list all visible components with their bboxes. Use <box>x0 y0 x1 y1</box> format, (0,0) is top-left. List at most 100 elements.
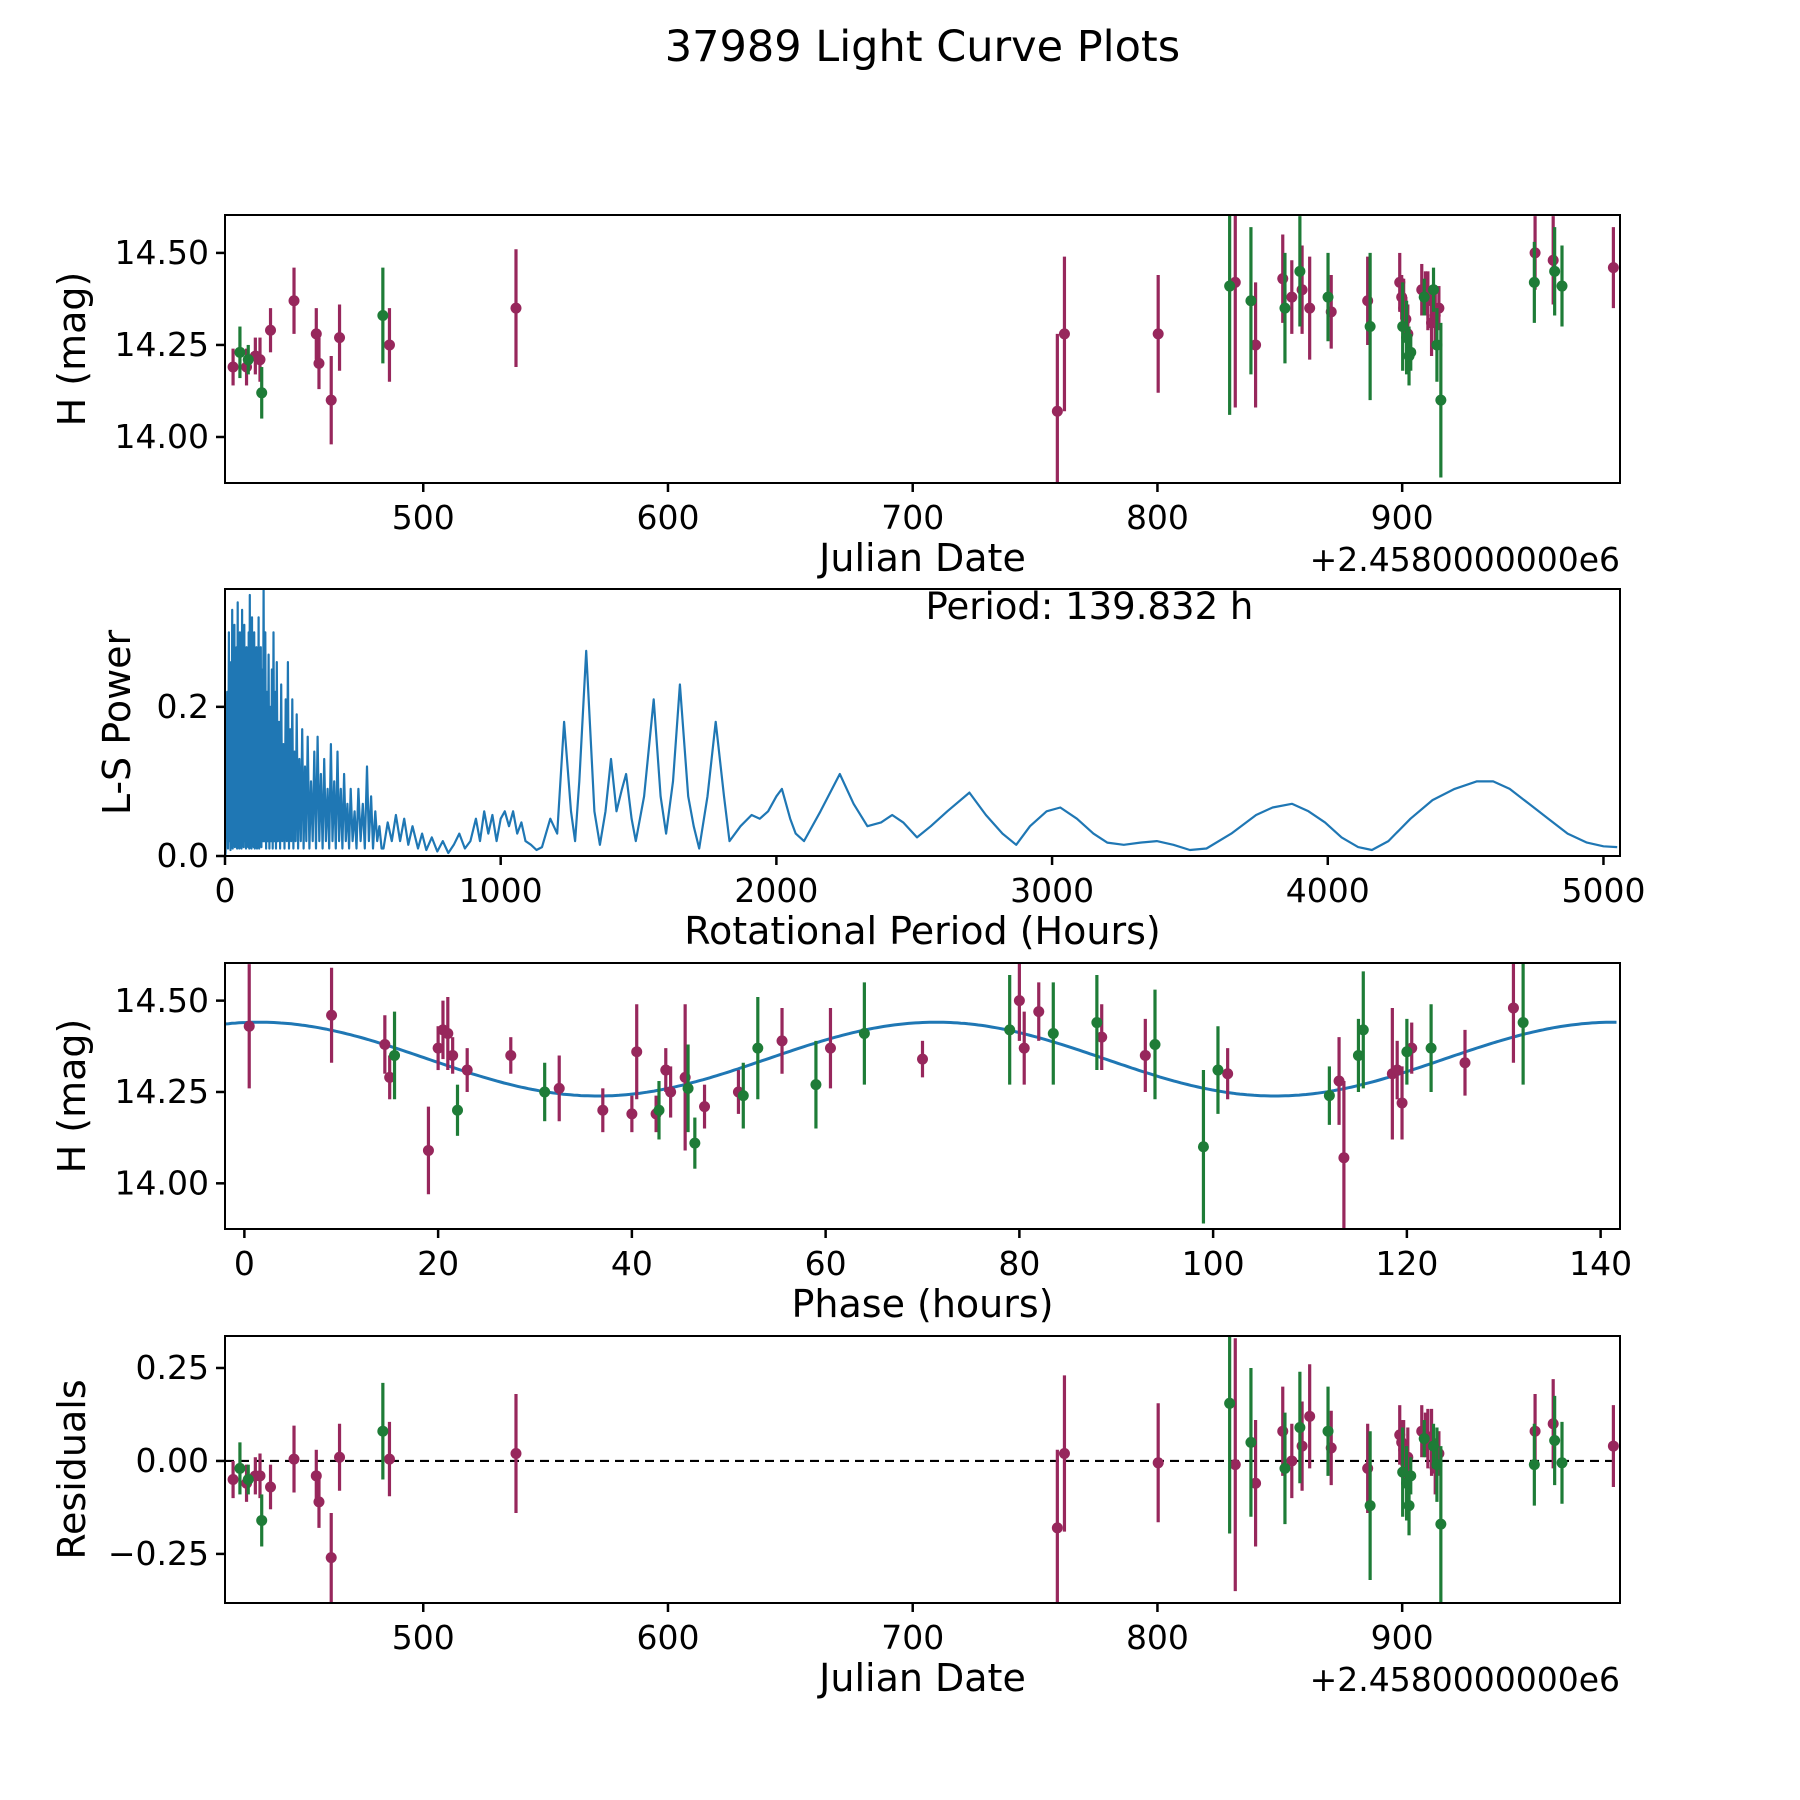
data-point <box>1364 321 1376 333</box>
x-axis-label: Phase (hours) <box>791 1282 1053 1326</box>
periodogram-line <box>225 589 1618 856</box>
x-axis-label: Julian Date <box>817 536 1026 580</box>
period-annotation: Period: 139.832 h <box>926 585 1254 628</box>
data-point <box>665 1086 677 1098</box>
data-point <box>254 1470 266 1482</box>
data-point <box>553 1082 565 1094</box>
x-tick-label: 600 <box>636 1618 699 1657</box>
y-axis-label: H (mag) <box>50 272 94 427</box>
data-point <box>313 357 325 369</box>
data-point <box>1018 1042 1030 1054</box>
x-tick-label: 5000 <box>1561 871 1645 910</box>
data-point <box>326 1009 338 1021</box>
data-point <box>1058 328 1070 340</box>
plot-area-lightcurve <box>227 215 1619 483</box>
x-tick-label: 120 <box>1375 1244 1438 1283</box>
data-point <box>1250 1477 1262 1489</box>
data-point <box>1096 1031 1108 1043</box>
x-offset-label: +2.4580000000e6 <box>1310 540 1620 579</box>
x-tick-label: 80 <box>998 1244 1040 1283</box>
panel-residuals: 500 600 700 800 900 −0.25 0.00 0.25 Julian Date +… <box>50 1335 1621 1700</box>
x-tick-label: 700 <box>881 498 944 537</box>
data-point <box>653 1104 665 1116</box>
data-point <box>1391 1064 1403 1076</box>
y-tick-label: 0.0 <box>157 836 209 875</box>
data-point <box>234 1462 246 1474</box>
data-point <box>1323 1090 1335 1102</box>
y-tick-label: 14.00 <box>115 417 209 456</box>
data-point <box>1051 405 1063 417</box>
data-point <box>265 1481 277 1493</box>
data-point <box>505 1049 517 1061</box>
data-point <box>1277 1425 1289 1437</box>
data-point <box>1294 1421 1306 1433</box>
data-point <box>597 1104 609 1116</box>
data-point <box>1396 1097 1408 1109</box>
data-point <box>1279 302 1291 314</box>
x-tick-label: 140 <box>1569 1244 1632 1283</box>
y-axis-label: Residuals <box>50 1379 94 1559</box>
data-point <box>1004 1024 1016 1036</box>
x-tick-label: 2000 <box>734 871 818 910</box>
y-tick-label: 0.25 <box>136 1348 209 1387</box>
data-point <box>442 1028 454 1040</box>
axes-box <box>224 962 1621 1230</box>
data-point <box>389 1049 401 1061</box>
panel-phase-curve: 0 20 40 60 80 100 120 140 14.00 14.25 14.50 Phase (… <box>50 962 1632 1326</box>
data-point <box>377 1425 389 1437</box>
data-point <box>243 1020 255 1032</box>
fit-curve <box>225 1020 1617 1098</box>
data-point <box>1197 1141 1209 1153</box>
data-point <box>660 1064 672 1076</box>
data-point <box>1431 339 1443 351</box>
data-point <box>737 1090 749 1102</box>
data-point <box>384 1071 396 1083</box>
data-point <box>917 1053 928 1065</box>
y-tick-label: −0.25 <box>108 1534 209 1573</box>
data-point <box>1607 262 1619 274</box>
data-point <box>1058 1448 1070 1460</box>
plot-area-phase-curve <box>225 963 1617 1229</box>
data-point <box>461 1064 473 1076</box>
x-axis-label: Julian Date <box>817 1656 1026 1700</box>
data-point <box>1286 291 1298 303</box>
series-phased-magenta <box>243 963 1519 1229</box>
data-point <box>334 1451 346 1463</box>
data-point <box>1428 1440 1440 1452</box>
data-point <box>1322 291 1334 303</box>
data-point <box>1435 1518 1447 1530</box>
data-point <box>1152 1457 1164 1469</box>
data-point <box>1556 1457 1568 1469</box>
data-point <box>1338 1152 1350 1164</box>
data-point <box>383 339 395 351</box>
data-point <box>810 1079 822 1091</box>
data-point <box>1013 995 1025 1007</box>
data-point <box>699 1101 711 1113</box>
data-point <box>1229 1459 1241 1471</box>
data-point <box>1403 1500 1415 1512</box>
data-point <box>1401 332 1413 344</box>
data-point <box>1224 1397 1236 1409</box>
y-tick-label: 0.00 <box>136 1441 209 1480</box>
data-point <box>1304 302 1316 314</box>
data-point <box>1425 1042 1437 1054</box>
data-point <box>227 361 239 373</box>
data-point <box>1152 328 1164 340</box>
data-point <box>310 1470 322 1482</box>
data-point <box>1033 1006 1045 1018</box>
data-point <box>689 1137 701 1149</box>
data-point <box>325 1552 337 1564</box>
data-point <box>288 295 300 307</box>
data-point <box>1405 346 1417 358</box>
series-phased-green <box>389 963 1529 1224</box>
data-point <box>1149 1038 1161 1050</box>
data-point <box>288 1453 300 1465</box>
data-point <box>1047 1028 1059 1040</box>
data-point <box>776 1035 788 1047</box>
x-tick-label: 500 <box>392 1618 455 1657</box>
axes-box <box>224 1335 1621 1604</box>
x-tick-label: 500 <box>392 498 455 537</box>
x-tick-label: 40 <box>611 1244 653 1283</box>
data-point <box>1528 1459 1540 1471</box>
